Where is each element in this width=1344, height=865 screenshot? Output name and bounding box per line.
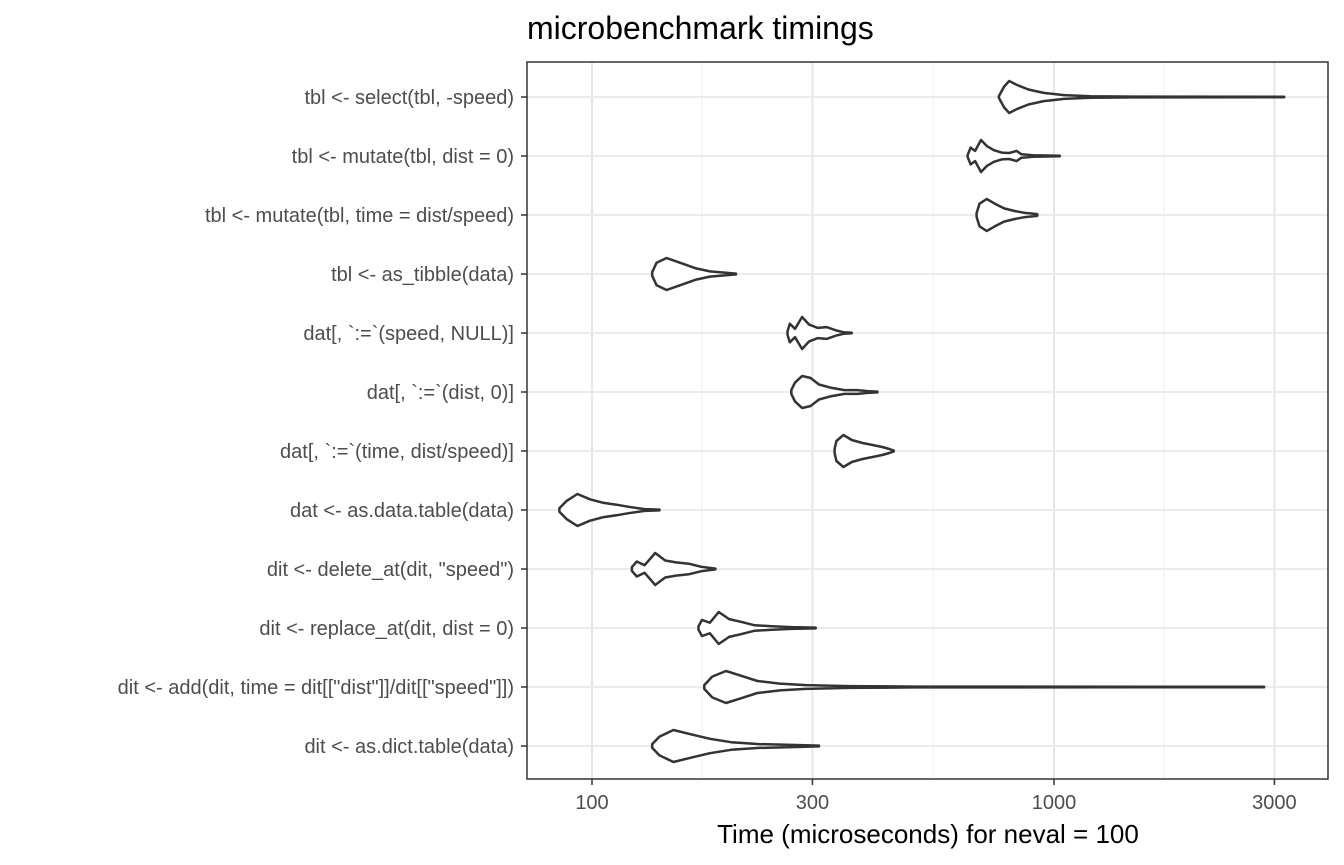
violin [966,138,1062,174]
violin [630,551,717,587]
y-tick-label: dat <- as.data.table(data) [290,500,514,522]
violin [697,610,817,646]
y-tick-label: dit <- replace_at(dit, dist = 0) [259,618,514,640]
y-tick-label: tbl <- as_tibble(data) [331,264,514,286]
y-tick-label: tbl <- mutate(tbl, time = dist/speed) [205,205,514,227]
y-tick-label: tbl <- mutate(tbl, dist = 0) [292,146,514,168]
x-tick-label: 100 [575,792,608,814]
x-tick-label: 1000 [1032,792,1077,814]
violin [997,79,1286,115]
y-tick-label: dit <- add(dit, time = dit[["dist"]]/dit… [118,677,514,699]
chart-title: microbenchmark timings [527,10,874,46]
x-tick-label: 300 [796,792,829,814]
y-tick-label: tbl <- select(tbl, -speed) [304,87,514,109]
violin [975,197,1039,233]
plot-area: tbl <- select(tbl, -speed) tbl <- mutate(… [118,61,1329,814]
plot-border [526,61,1329,780]
y-tick-label: dit <- delete_at(dit, "speed") [267,559,514,581]
violin [833,433,896,469]
y-tick-label: dat[, `:=`(time, dist/speed)] [280,441,514,463]
violin [786,315,854,351]
violin [790,374,879,410]
violin [703,669,1266,705]
y-tick-label: dat[, `:=`(dist, 0)] [367,382,514,404]
violin [650,256,738,292]
y-tick-label: dat[, `:=`(speed, NULL)] [303,323,514,345]
x-tick-label: 3000 [1252,792,1297,814]
y-tick-label: dit <- as.dict.table(data) [304,736,514,758]
violin [558,492,661,528]
violin [650,728,821,764]
x-axis-title: Time (microseconds) for neval = 100 [717,819,1139,849]
